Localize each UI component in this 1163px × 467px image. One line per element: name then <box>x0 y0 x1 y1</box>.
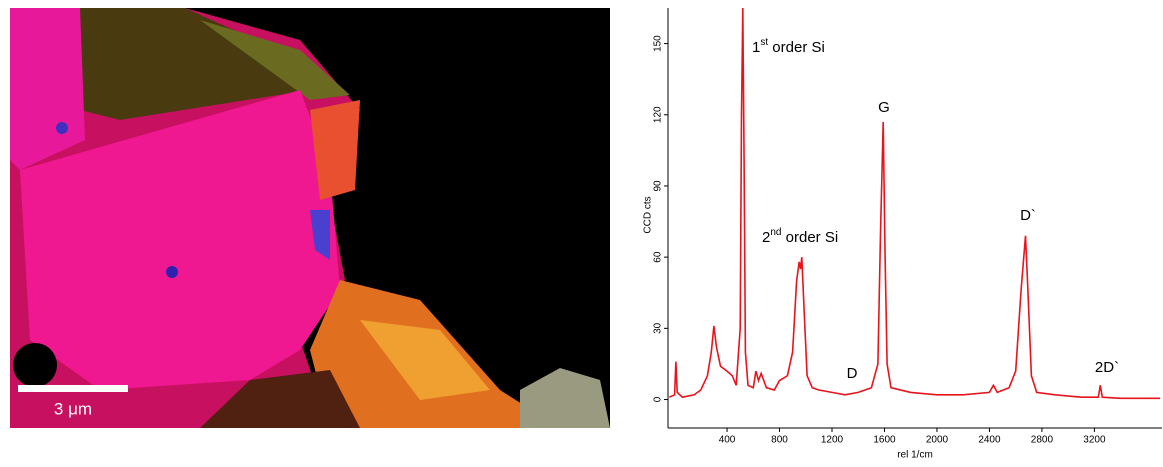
annotation-sup: st <box>760 37 768 48</box>
annotation-base: D <box>847 365 858 382</box>
peak-annotation: 2nd order Si <box>762 227 838 246</box>
x-tick-label: 2800 <box>1031 435 1054 446</box>
y-tick-label: 30 <box>653 322 664 334</box>
x-tick-label: 1600 <box>873 435 896 446</box>
x-tick-label: 400 <box>719 435 736 446</box>
x-tick-label: 2400 <box>978 435 1001 446</box>
y-tick-label: 0 <box>653 396 664 402</box>
peak-annotation: D` <box>1020 207 1036 224</box>
x-tick-label: 2000 <box>926 435 949 446</box>
peak-annotation: 2D` <box>1095 359 1119 376</box>
annotation-base: G <box>878 99 890 116</box>
annotation-sup: nd <box>770 227 781 238</box>
x-axis-label: rel 1/cm <box>897 450 933 461</box>
annotation-base: 2D` <box>1095 359 1119 376</box>
annotation-rest: order Si <box>768 39 825 56</box>
scale-bar-label: 3 μm <box>54 399 92 418</box>
annotation-base: 2 <box>762 229 770 246</box>
y-axis-label: CCD cts <box>643 196 654 233</box>
y-tick-label: 120 <box>653 106 664 123</box>
annotation-rest: order Si <box>781 229 838 246</box>
raman-map: 3 μm <box>10 8 610 428</box>
annotation-base: D` <box>1020 207 1036 224</box>
y-tick-label: 90 <box>653 180 664 192</box>
plot-area <box>668 8 1160 400</box>
peak-annotation: G <box>878 99 890 116</box>
y-tick-label: 150 <box>653 35 664 52</box>
y-tick-label: 60 <box>653 251 664 263</box>
x-tick-label: 1200 <box>821 435 844 446</box>
peak-annotation: 1st order Si <box>752 37 825 56</box>
annotation-base: 1 <box>752 39 760 56</box>
peak-annotation: D <box>847 365 858 382</box>
x-tick-label: 3200 <box>1083 435 1106 446</box>
x-tick-label: 800 <box>771 435 788 446</box>
spectrum-line <box>668 8 1160 400</box>
